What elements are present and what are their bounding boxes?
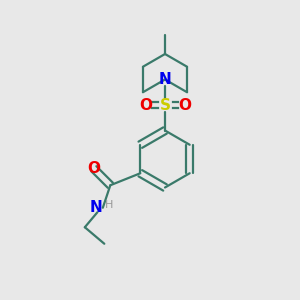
Text: N: N (159, 72, 171, 87)
Text: O: O (139, 98, 152, 112)
Text: O: O (87, 161, 100, 176)
Text: O: O (178, 98, 191, 112)
Text: S: S (160, 98, 170, 112)
Text: H: H (105, 200, 113, 210)
Text: N: N (90, 200, 103, 215)
